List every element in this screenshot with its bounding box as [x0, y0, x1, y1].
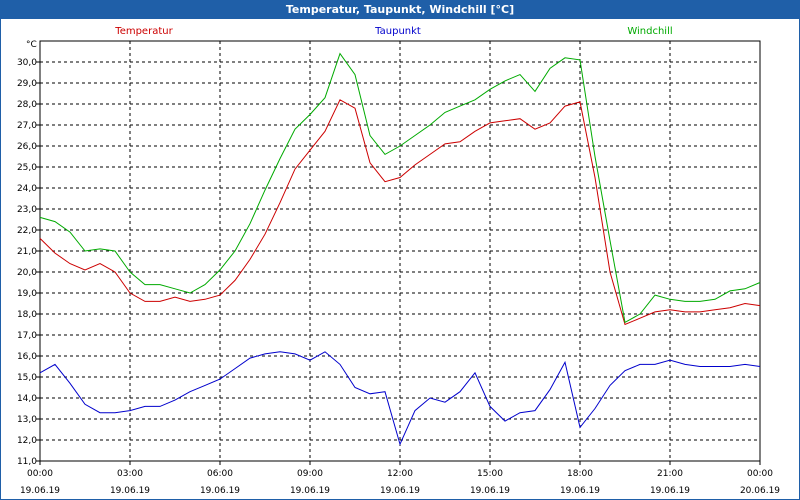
- grid-lines: [40, 41, 760, 461]
- x-tick-date-label: 19.06.19: [470, 486, 510, 496]
- y-tick-label: 19,0: [17, 289, 37, 299]
- x-tick-date-label: 19.06.19: [380, 486, 420, 496]
- y-tick-label: 15,0: [17, 373, 37, 383]
- series-line-temperatur: [39, 99, 761, 326]
- y-tick-label: 23,0: [17, 205, 37, 215]
- y-tick-label: 25,0: [17, 163, 37, 173]
- legend-entry: Windchill: [627, 26, 672, 37]
- y-tick-label: 12,0: [17, 436, 37, 446]
- x-tick-time-label: 06:00: [207, 469, 233, 479]
- y-tick-label: 30,0: [17, 58, 37, 68]
- legend-entry: Temperatur: [114, 26, 173, 37]
- x-tick-date-label: 19.06.19: [20, 486, 60, 496]
- legend-entry: Taupunkt: [374, 26, 421, 37]
- x-axis-ticks: 00:00 19.06.19 03:00 19.06.19 06:00 19.06.19 0…: [20, 461, 780, 496]
- x-tick-date-label: 19.06.19: [200, 486, 240, 496]
- x-tick-time-label: 18:00: [567, 469, 593, 479]
- y-tick-label: 29,0: [17, 79, 37, 89]
- y-tick-label: 26,0: [17, 142, 37, 152]
- series-line-windchill: [39, 52, 761, 324]
- y-tick-label: 16,0: [17, 352, 37, 362]
- y-tick-label: 22,0: [17, 226, 37, 236]
- window-title: Temperatur, Taupunkt, Windchill [°C]: [1, 1, 799, 19]
- x-tick-time-label: 21:00: [657, 469, 683, 479]
- y-axis-ticks: 11,0 12,0 13,0 14,0 15,0 16,0 17,0 18,0 19,0 20,0…: [17, 58, 40, 467]
- y-tick-label: 18,0: [17, 310, 37, 320]
- y-tick-label: 17,0: [17, 331, 37, 341]
- series-line-taupunkt: [39, 351, 761, 446]
- y-tick-label: 13,0: [17, 415, 37, 425]
- y-tick-label: 24,0: [17, 184, 37, 194]
- y-tick-label: 28,0: [17, 100, 37, 110]
- y-tick-label: 27,0: [17, 121, 37, 131]
- x-tick-time-label: 15:00: [477, 469, 503, 479]
- x-tick-time-label: 00:00: [747, 469, 773, 479]
- series-lines: [39, 52, 761, 446]
- x-tick-date-label: 19.06.19: [560, 486, 600, 496]
- y-tick-label: 21,0: [17, 247, 37, 257]
- y-tick-label: 11,0: [17, 457, 37, 467]
- x-tick-time-label: 12:00: [387, 469, 413, 479]
- x-tick-time-label: 03:00: [117, 469, 143, 479]
- legend: Temperatur Taupunkt Windchill: [114, 26, 672, 37]
- y-axis-unit-label: °C: [26, 40, 37, 50]
- y-tick-label: 20,0: [17, 268, 37, 278]
- x-tick-time-label: 00:00: [27, 469, 53, 479]
- x-tick-date-label: 19.06.19: [650, 486, 690, 496]
- x-tick-time-label: 09:00: [297, 469, 323, 479]
- x-tick-date-label: 19.06.19: [110, 486, 150, 496]
- x-tick-date-label: 19.06.19: [290, 486, 330, 496]
- x-tick-date-label: 20.06.19: [740, 486, 780, 496]
- y-tick-label: 14,0: [17, 394, 37, 404]
